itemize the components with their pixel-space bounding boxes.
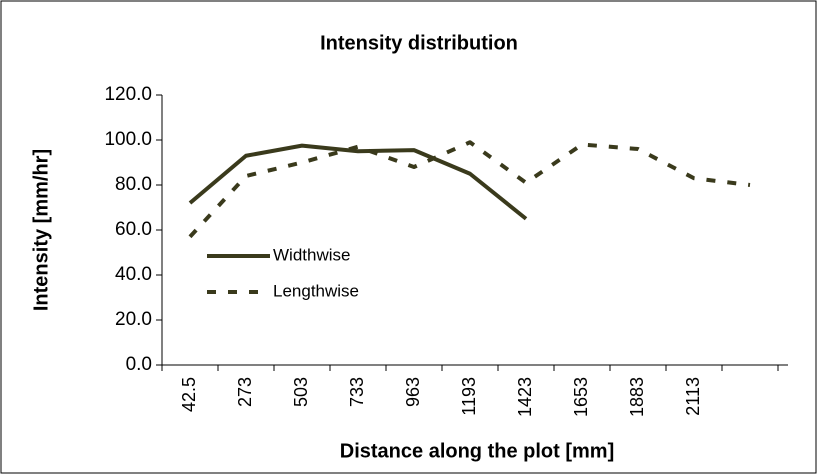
y-tick-label: 0.0 [126,354,152,375]
y-tick-label: 60.0 [115,219,152,240]
x-tick-label: 1883 [627,377,647,417]
y-tick-label: 100.0 [104,129,152,150]
x-tick-label: 1653 [571,377,591,417]
x-tick-label: 42.5 [179,377,199,412]
series-line [188,143,528,221]
x-tick-label: 2113 [683,377,703,416]
x-axis-label: Distance along the plot [mm] [340,440,614,462]
legend-label: Lengthwise [273,281,359,300]
y-tick-label: 40.0 [115,264,152,285]
y-tick-label: 20.0 [115,309,152,330]
y-tick-label: 120.0 [104,84,152,105]
x-tick-label: 503 [291,377,311,407]
x-tick-label: 1193 [459,377,479,416]
y-tick-label: 80.0 [115,174,152,195]
y-axis-label: Intensity [mm/hr] [30,149,52,311]
x-tick-label: 273 [235,377,255,407]
x-tick-label: 963 [403,377,423,407]
chart-title: Intensity distribution [320,32,518,54]
x-tick-label: 1423 [515,377,535,417]
x-tick-label: 733 [347,377,367,407]
legend-label: Widthwise [273,245,350,264]
series-line [188,140,751,239]
